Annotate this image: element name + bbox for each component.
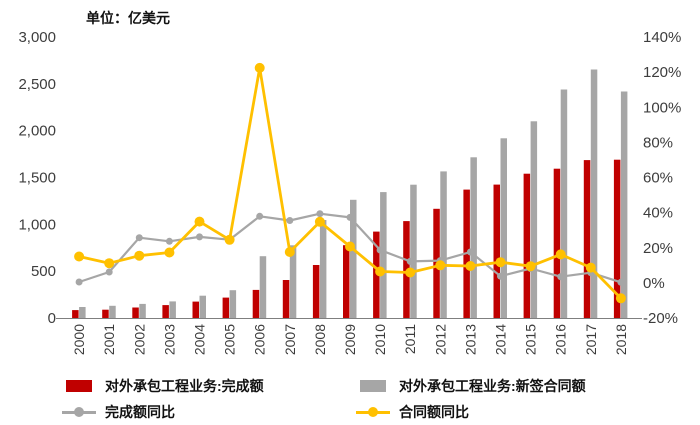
bars-new-contract-amount <box>79 69 628 318</box>
legend-label-completed-yoy: 完成额同比 <box>105 404 175 420</box>
svg-text:2008: 2008 <box>312 324 328 355</box>
legend-item-contract-yoy: 合同额同比 <box>356 402 469 422</box>
svg-text:2009: 2009 <box>342 324 358 355</box>
svg-text:2010: 2010 <box>372 324 388 355</box>
x-axis-labels: 2000 2001 2002 2003 2004 2005 2006 2007 2008 2009… <box>71 324 629 355</box>
svg-text:2000: 2000 <box>71 324 87 355</box>
svg-text:2011: 2011 <box>402 324 418 354</box>
legend-item-completed-amount: 对外承包工程业务:完成额 <box>62 376 264 396</box>
legend-item-completed-yoy: 完成额同比 <box>62 402 175 422</box>
svg-text:120%: 120% <box>643 64 681 81</box>
legend-label-contract-yoy: 合同额同比 <box>399 404 469 420</box>
svg-text:2,000: 2,000 <box>18 123 56 140</box>
legend-bar-swatch <box>356 379 390 393</box>
svg-text:2015: 2015 <box>523 324 539 355</box>
legend-line-swatch <box>62 405 96 419</box>
svg-text:80%: 80% <box>643 134 673 151</box>
legend-bar-swatch <box>62 379 96 393</box>
legend-label-completed-amount: 对外承包工程业务:完成额 <box>105 378 264 394</box>
svg-text:140%: 140% <box>643 29 681 46</box>
svg-text:2016: 2016 <box>553 324 569 355</box>
svg-text:1,500: 1,500 <box>18 170 56 187</box>
svg-text:100%: 100% <box>643 99 681 116</box>
svg-text:2006: 2006 <box>252 324 268 355</box>
line-contract-yoy <box>74 62 626 304</box>
svg-text:2018: 2018 <box>613 324 629 355</box>
svg-text:2017: 2017 <box>583 324 599 355</box>
svg-text:500: 500 <box>31 263 56 280</box>
svg-text:-20%: -20% <box>643 310 678 327</box>
legend: 对外承包工程业务:完成额 对外承包工程业务:新签合同额完成额同比 合同额同比 <box>0 374 700 425</box>
svg-text:2014: 2014 <box>493 324 509 355</box>
legend-item-new-contract-amount: 对外承包工程业务:新签合同额 <box>356 376 586 396</box>
combo-chart: 0 500 1,000 1,500 2,000 2,500 3,000 -20% 0% 20% 40… <box>18 29 681 355</box>
svg-text:2004: 2004 <box>192 324 208 355</box>
svg-text:2013: 2013 <box>462 324 478 355</box>
svg-text:1,000: 1,000 <box>18 216 56 233</box>
svg-text:20%: 20% <box>643 240 673 257</box>
svg-text:0: 0 <box>48 310 56 327</box>
y-axis-left-labels: 0 500 1,000 1,500 2,000 2,500 3,000 <box>18 29 56 327</box>
unit-label: 单位：亿美元 <box>86 10 170 26</box>
svg-text:2003: 2003 <box>161 324 177 355</box>
svg-text:2012: 2012 <box>432 324 448 355</box>
svg-text:60%: 60% <box>643 170 673 187</box>
legend-line-swatch <box>356 405 390 419</box>
svg-text:2007: 2007 <box>282 324 298 355</box>
y-axis-right-labels: -20% 0% 20% 40% 60% 80% 100% 120% 140% <box>643 29 681 327</box>
svg-text:0%: 0% <box>643 275 665 292</box>
svg-text:2001: 2001 <box>101 324 117 355</box>
svg-text:2002: 2002 <box>131 324 147 355</box>
svg-text:2,500: 2,500 <box>18 76 56 93</box>
legend-label-new-contract-amount: 对外承包工程业务:新签合同额 <box>399 378 586 394</box>
svg-text:40%: 40% <box>643 205 673 222</box>
svg-text:3,000: 3,000 <box>18 29 56 46</box>
svg-text:2005: 2005 <box>222 324 238 355</box>
